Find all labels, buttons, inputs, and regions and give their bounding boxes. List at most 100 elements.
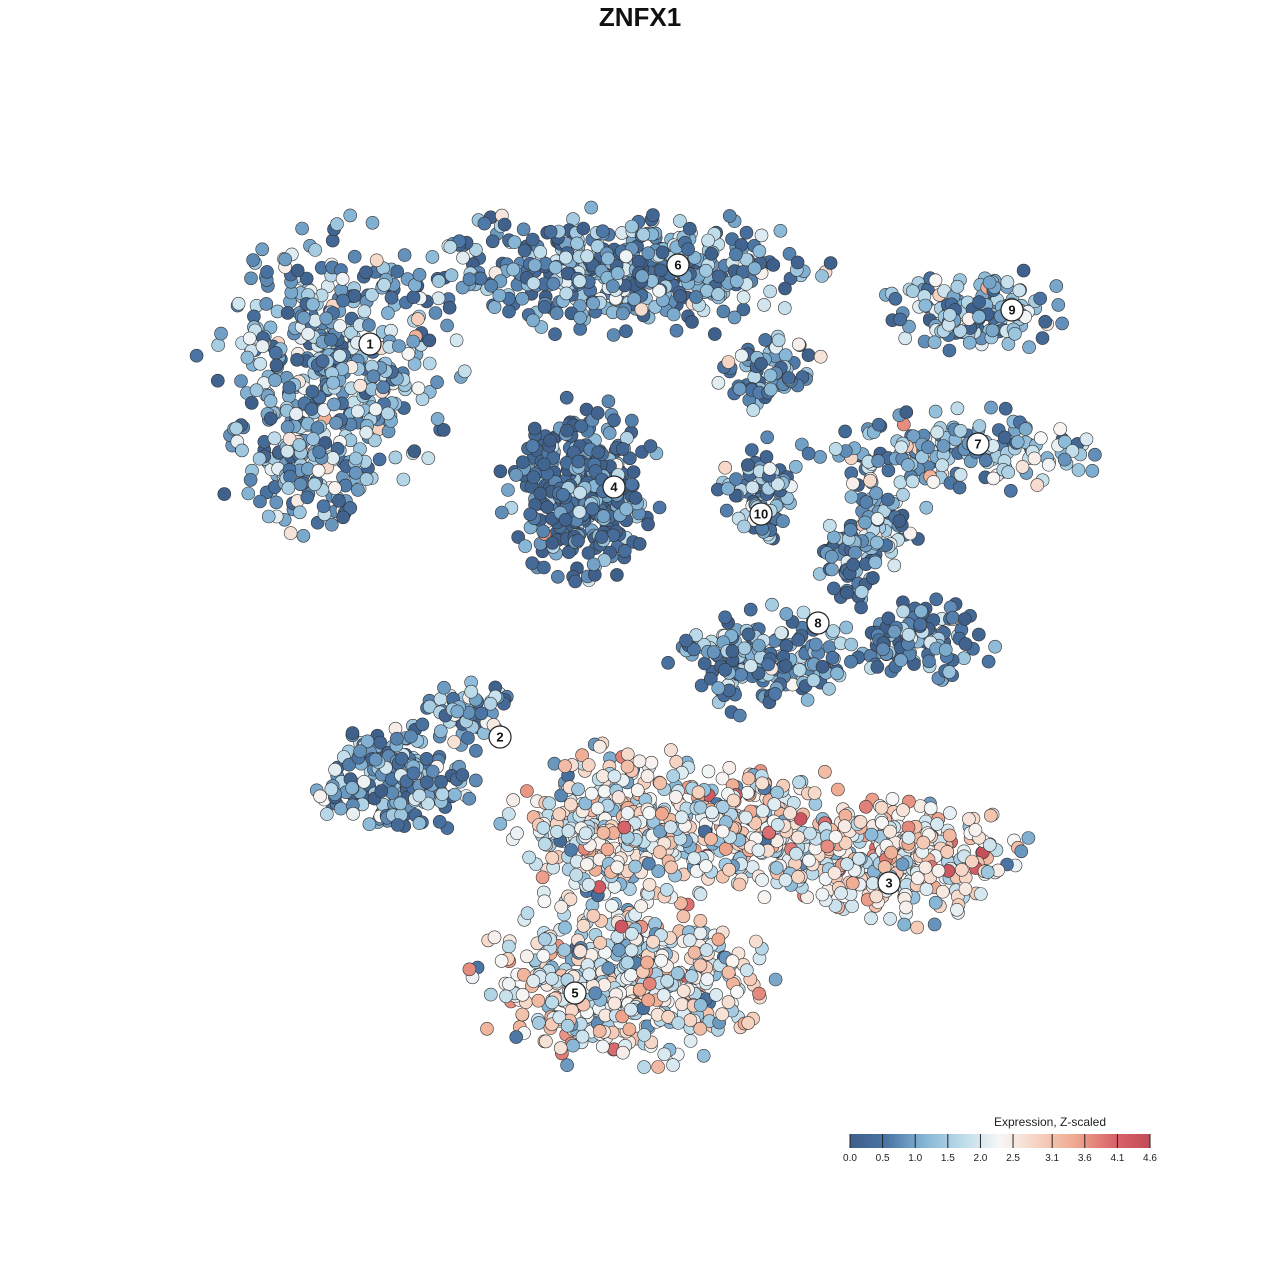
cell-point: [522, 850, 536, 865]
cell-point: [734, 348, 749, 363]
cell-point: [778, 873, 793, 887]
cell-point: [950, 401, 965, 416]
cell-point: [774, 626, 789, 640]
cell-point: [305, 297, 320, 312]
cell-point: [372, 452, 387, 467]
cell-point: [560, 1058, 574, 1072]
cell-point: [381, 406, 395, 421]
cell-point: [406, 334, 421, 349]
cell-point: [1008, 326, 1022, 341]
cell-point: [646, 934, 660, 949]
cell-point: [624, 968, 638, 982]
cell-point: [747, 261, 762, 276]
cell-point: [359, 265, 373, 280]
cell-point: [844, 654, 858, 669]
cell-point: [808, 637, 823, 652]
cell-point: [718, 610, 732, 625]
cell-point: [415, 717, 430, 732]
cell-point: [261, 509, 276, 524]
cell-point: [1057, 452, 1072, 467]
cell-point: [362, 318, 376, 333]
cell-point: [985, 323, 1000, 338]
cell-point: [965, 854, 979, 869]
cell-point: [793, 812, 808, 826]
cell-point: [487, 930, 502, 945]
cell-point: [875, 815, 889, 830]
cell-point: [791, 830, 805, 845]
cell-point: [360, 734, 375, 749]
cell-point: [311, 463, 326, 478]
cell-point: [881, 463, 896, 478]
legend-tick-label: 1.0: [908, 1153, 922, 1164]
cell-point: [870, 535, 884, 550]
cell-point: [815, 269, 829, 283]
cell-point: [803, 826, 817, 841]
cell-point: [859, 799, 873, 814]
cell-point: [840, 857, 854, 871]
cell-point: [474, 706, 489, 721]
cell-point: [347, 249, 362, 264]
cell-point: [666, 1058, 680, 1072]
cell-point: [296, 310, 311, 325]
cell-point: [507, 235, 522, 249]
cell-point: [972, 309, 986, 324]
cell-point: [791, 337, 806, 352]
cell-point: [531, 993, 546, 1008]
cell-point: [935, 884, 950, 899]
cell-point: [722, 862, 736, 877]
cell-point: [244, 396, 259, 410]
cell-point: [1018, 422, 1033, 436]
cell-point: [560, 423, 574, 438]
cell-point: [449, 333, 464, 348]
cell-point: [628, 491, 643, 505]
cell-point: [263, 411, 278, 426]
cell-point: [943, 806, 957, 820]
cell-point: [634, 899, 648, 914]
cell-point: [526, 276, 541, 291]
cell-point: [701, 764, 716, 779]
cell-point: [820, 839, 835, 854]
cell-point: [313, 789, 327, 804]
cell-point: [813, 450, 827, 464]
cell-point: [823, 256, 838, 270]
cell-point: [561, 545, 576, 560]
cell-point: [632, 754, 647, 769]
cell-point: [853, 815, 868, 829]
cell-point: [1034, 431, 1048, 446]
cell-point: [523, 507, 538, 522]
cell-point: [922, 654, 936, 669]
cluster-label-9: 9: [1000, 298, 1024, 322]
cell-point: [740, 785, 755, 800]
cell-point: [864, 827, 879, 842]
cell-point: [874, 800, 889, 815]
cell-point: [664, 860, 678, 875]
legend-tick-label: 3.1: [1045, 1153, 1059, 1164]
cell-point: [927, 917, 942, 932]
cell-point: [605, 898, 619, 913]
cell-point: [682, 221, 697, 236]
cell-point: [945, 610, 960, 625]
cell-point: [295, 221, 309, 236]
cell-point: [553, 1041, 568, 1055]
cell-point: [324, 782, 339, 797]
cell-point: [592, 739, 607, 754]
cell-point: [655, 245, 670, 260]
cell-point: [601, 251, 615, 266]
cell-point: [425, 250, 440, 264]
cell-point: [801, 446, 816, 461]
cell-point: [928, 404, 943, 419]
cell-point: [815, 887, 830, 902]
cell-point: [652, 500, 667, 515]
cell-point: [711, 269, 726, 284]
cell-point: [411, 312, 425, 326]
cell-point: [494, 954, 509, 968]
cell-point: [290, 352, 304, 367]
cell-point: [1012, 283, 1027, 298]
cell-point: [693, 800, 708, 815]
cell-point: [329, 416, 343, 430]
cell-point: [721, 995, 736, 1009]
cell-point: [545, 851, 560, 865]
cell-point: [433, 692, 448, 706]
cell-point: [871, 417, 886, 432]
cell-point: [637, 1028, 652, 1042]
